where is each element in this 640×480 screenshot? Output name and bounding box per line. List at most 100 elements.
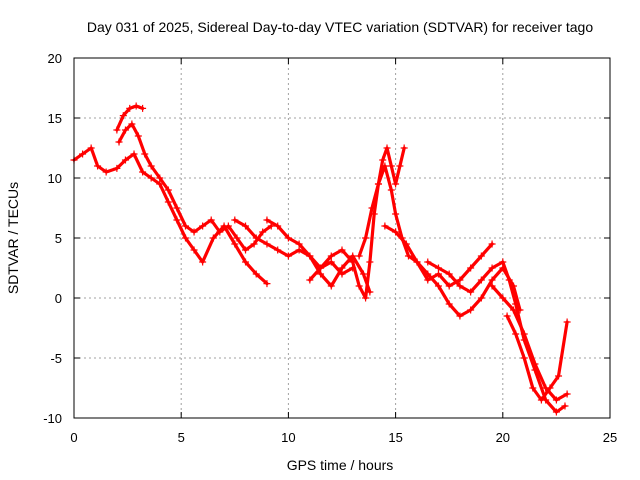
series-line xyxy=(117,122,273,252)
data-point xyxy=(424,258,432,266)
data-point xyxy=(456,282,464,290)
data-point xyxy=(94,162,102,170)
data-point xyxy=(139,104,147,112)
data-point xyxy=(434,282,442,290)
data-point xyxy=(499,294,507,302)
data-point xyxy=(190,246,198,254)
data-point xyxy=(306,252,314,260)
data-point xyxy=(362,234,370,242)
chart-title: Day 031 of 2025, Sidereal Day-to-day VTE… xyxy=(87,19,594,35)
series-line xyxy=(490,284,569,402)
series-line xyxy=(233,218,355,276)
data-point xyxy=(295,246,303,254)
data-point xyxy=(242,222,250,230)
data-point xyxy=(242,258,250,266)
data-point xyxy=(231,216,239,224)
x-tick-label: 10 xyxy=(281,430,295,445)
data-point xyxy=(552,396,560,404)
data-point xyxy=(563,390,571,398)
data-point xyxy=(477,252,485,260)
data-point xyxy=(252,234,260,242)
data-point xyxy=(147,162,155,170)
data-point xyxy=(424,276,432,284)
data-point xyxy=(199,222,207,230)
data-point xyxy=(383,144,391,152)
data-point xyxy=(233,234,241,242)
x-tick-label: 5 xyxy=(178,430,185,445)
data-point xyxy=(119,112,127,120)
data-point xyxy=(529,384,537,392)
data-point xyxy=(488,240,496,248)
data-point xyxy=(368,204,376,212)
data-point xyxy=(224,222,232,230)
data-point xyxy=(424,270,432,278)
data-point xyxy=(552,408,560,416)
y-tick-label: 20 xyxy=(48,51,62,66)
data-point xyxy=(392,180,400,188)
data-point xyxy=(396,162,404,170)
data-point xyxy=(113,164,121,172)
data-point xyxy=(488,264,496,272)
data-point xyxy=(141,150,149,158)
data-point xyxy=(284,252,292,260)
data-point xyxy=(392,210,400,218)
data-point xyxy=(128,120,136,128)
data-point xyxy=(134,132,142,140)
data-point xyxy=(400,144,408,152)
data-point xyxy=(295,240,303,248)
data-point xyxy=(477,294,485,302)
data-point xyxy=(537,396,545,404)
data-point xyxy=(467,306,475,314)
series-line xyxy=(505,314,569,402)
data-point xyxy=(263,216,271,224)
data-point xyxy=(259,228,267,236)
data-point xyxy=(467,288,475,296)
data-point xyxy=(505,276,513,284)
data-point xyxy=(520,354,528,362)
data-point xyxy=(113,126,121,134)
data-point xyxy=(327,258,335,266)
data-point xyxy=(467,264,475,272)
y-axis-label: SDTVAR / TECUs xyxy=(5,182,21,294)
data-point xyxy=(512,300,520,308)
data-point xyxy=(164,198,172,206)
y-tick-label: 10 xyxy=(48,171,62,186)
x-axis-label: GPS time / hours xyxy=(287,457,394,473)
data-point xyxy=(181,234,189,242)
y-tick-label: -10 xyxy=(43,411,62,426)
data-point xyxy=(263,240,271,248)
data-point xyxy=(456,312,464,320)
data-point xyxy=(488,276,496,284)
data-point xyxy=(87,144,95,152)
data-point xyxy=(359,270,367,278)
data-point xyxy=(387,162,395,170)
data-point xyxy=(274,222,282,230)
grid-layer xyxy=(74,58,610,418)
x-tick-label: 0 xyxy=(70,430,77,445)
data-point xyxy=(402,240,410,248)
x-tick-label: 20 xyxy=(496,430,510,445)
plot-frame xyxy=(73,57,611,419)
data-point xyxy=(387,186,395,194)
x-tick-label: 15 xyxy=(388,430,402,445)
data-point xyxy=(374,180,382,188)
y-tick-label: 5 xyxy=(55,231,62,246)
data-point xyxy=(434,270,442,278)
data-point xyxy=(231,240,239,248)
data-point xyxy=(252,270,260,278)
data-point xyxy=(274,246,282,254)
data-point xyxy=(115,138,123,146)
y-tick-label: 0 xyxy=(55,291,62,306)
data-point xyxy=(445,270,453,278)
data-point xyxy=(445,300,453,308)
data-point xyxy=(355,282,363,290)
data-point xyxy=(209,234,217,242)
data-point xyxy=(121,126,129,134)
data-point xyxy=(190,228,198,236)
data-point xyxy=(546,384,554,392)
data-point xyxy=(121,156,129,164)
data-point xyxy=(306,276,314,284)
data-point xyxy=(512,330,520,338)
data-point xyxy=(404,252,412,260)
data-point xyxy=(413,258,421,266)
